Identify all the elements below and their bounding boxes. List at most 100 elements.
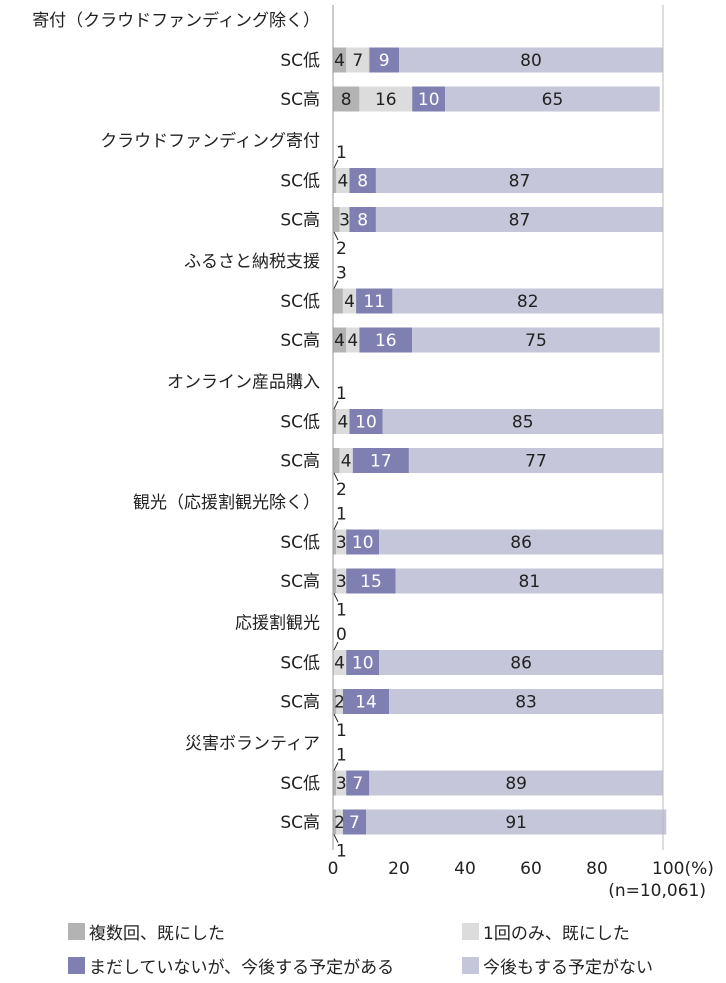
data-label: 91 [505,813,527,833]
leader-line [333,472,339,482]
sample-size-note: (n=10,061) [608,881,706,901]
bar-segment [389,689,663,714]
data-label: 1 [336,143,347,163]
data-label: 2 [336,480,347,500]
bar-segment [333,86,360,112]
data-label: 2 [334,813,345,833]
data-label: 17 [370,452,392,472]
row-label: SC低 [280,533,320,553]
bar-segment [346,568,396,594]
data-label: 9 [379,51,390,71]
leader-line [333,593,339,602]
leader-line [333,280,339,289]
bar-segment [349,409,383,434]
bar-segment [395,568,663,594]
data-label: 10 [355,413,377,433]
data-label: 4 [334,654,345,674]
row-label: SC高 [280,813,320,833]
legend-label: 今後もする予定がない [483,958,653,978]
data-label: 4 [341,452,352,472]
data-label: 4 [347,331,358,351]
leader-line [333,713,339,723]
leader-line [333,159,339,169]
row-label: SC高 [280,90,320,110]
bar-segment [342,809,366,835]
leader-line [333,231,339,241]
bar-segment [366,809,667,835]
bar-segment [346,770,370,796]
group-label: オンライン産品購入 [167,373,320,393]
data-label: 4 [337,172,348,192]
row-label: SC高 [280,452,320,472]
data-label: 7 [352,51,363,71]
bar-segment [333,809,337,835]
bar-segment [336,568,347,594]
data-label: 8 [357,172,368,192]
bar-segment [346,327,360,353]
legend-swatch [462,957,479,974]
bar-segment [336,409,350,434]
x-tick-label: 100(%) [652,859,714,879]
group-label: 災害ボランティア [185,734,320,754]
bar-segment [333,529,337,555]
data-label: 2 [334,693,345,713]
data-label: 86 [510,533,532,553]
legend-item-no-plan: 今後もする予定がない [462,953,653,978]
bar-segment [375,207,663,232]
data-label: 4 [337,413,348,433]
bar-segment [333,288,343,314]
data-label: 1 [336,601,347,621]
data-label: 65 [542,90,564,110]
data-label: 1 [336,746,347,766]
bar-segment [445,86,660,112]
bar-segment [408,448,663,473]
bar-segment [342,689,390,714]
data-label: 4 [334,51,345,71]
data-label: 75 [525,331,547,351]
data-label: 83 [515,693,537,713]
leader-line [333,834,339,843]
x-tick-label: 80 [586,859,608,879]
legend-item-multiple: 複数回、既にした [68,919,225,944]
leader-line [333,762,339,771]
bar-segment [369,47,399,73]
bar-segment [352,448,409,473]
bar-segment [333,448,340,473]
data-label: 3 [336,572,347,592]
bar-segment [379,650,663,675]
data-label: 3 [336,264,347,284]
row-label: SC高 [280,693,320,713]
data-label: 80 [520,51,542,71]
data-label: 1 [336,721,347,741]
bar-segment [412,327,660,353]
data-label: 15 [360,572,382,592]
bar-segment [342,288,357,314]
data-label: 86 [510,654,532,674]
data-label: 8 [357,211,368,231]
bar-segment [339,207,350,232]
group-label: クラウドファンディング寄付 [100,131,320,152]
bar-segment [333,568,337,594]
data-label: 81 [519,572,541,592]
bar-segment [333,689,337,714]
row-label: SC高 [280,331,320,351]
legend-item-once: 1回のみ、既にした [462,919,630,944]
data-label: 82 [517,292,539,312]
bar-segment [333,770,337,796]
bar-segment [333,168,337,193]
data-label: 3 [336,533,347,553]
legend-swatch [68,923,85,940]
data-label: 7 [349,813,360,833]
data-label: 10 [352,533,374,553]
group-label: ふるさと納税支援 [184,252,320,272]
bar-segment [336,168,350,193]
bar-segment [392,288,663,314]
leader-line [333,400,339,410]
row-label: SC高 [280,211,320,231]
data-label: 87 [509,172,531,192]
data-label: 8 [341,90,352,110]
group-label: 寄付（クラウドファンディング除く） [32,10,320,31]
data-label: 14 [355,693,377,713]
bar-segment [349,207,376,232]
